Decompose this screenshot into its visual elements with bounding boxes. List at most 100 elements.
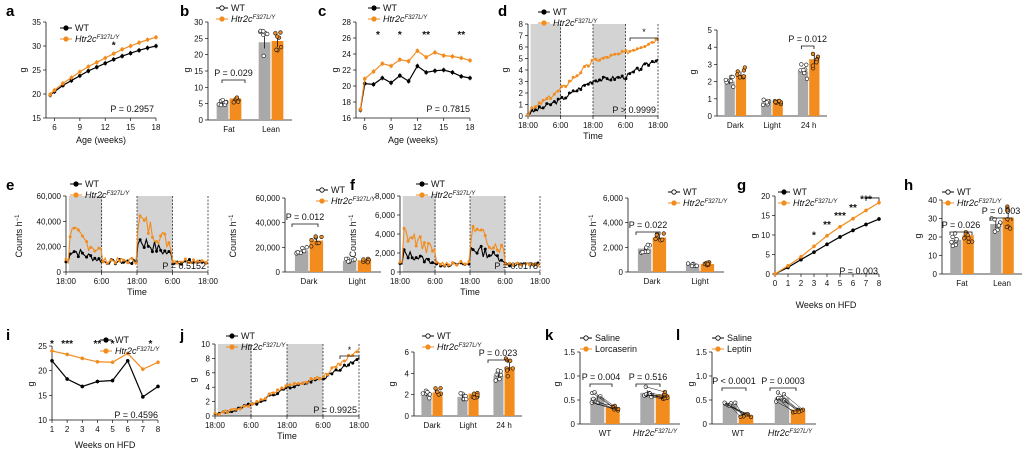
paired-line <box>729 405 741 417</box>
paired-line <box>651 396 664 400</box>
x-category-label: Dark <box>424 421 442 430</box>
data-dot <box>1004 224 1009 230</box>
data-dot <box>435 389 440 394</box>
legend-wt-label: WT <box>437 331 451 341</box>
data-dot <box>279 45 284 50</box>
x-tick-label: 0 <box>773 279 778 288</box>
legend-wt-label: WT <box>683 187 697 197</box>
y-tick-label: 2,000 <box>603 243 624 252</box>
x-tick-label: 6 <box>125 425 130 434</box>
y-tick-label: 35 <box>32 18 41 27</box>
bar-mut <box>468 393 479 416</box>
data-point <box>389 64 393 68</box>
bar-mut <box>962 235 974 274</box>
legend-mut-label-sup: F327L/Y <box>353 197 377 203</box>
data-point <box>94 65 99 69</box>
legend-mut-marker <box>63 36 69 42</box>
data-point <box>141 395 145 399</box>
y-tick-label: 25 <box>32 66 41 75</box>
x-tick-label: 9 <box>389 123 394 132</box>
data-dot <box>950 234 955 240</box>
data-point <box>362 77 367 81</box>
data-dot <box>653 236 658 242</box>
x-tick-label: 5 <box>838 279 843 288</box>
p-value-label: P = 0.012 <box>788 34 827 44</box>
data-point <box>433 50 437 55</box>
dark-phase-shading <box>68 196 103 272</box>
x-tick-label: 7 <box>864 279 869 288</box>
data-dot <box>804 76 810 81</box>
legend-mut-marker <box>715 346 721 352</box>
data-dot <box>723 77 728 83</box>
data-point <box>80 384 85 389</box>
y-axis-label-main: g <box>18 67 28 72</box>
paired-line <box>724 402 747 415</box>
data-dot <box>764 100 769 105</box>
data-dot <box>992 229 997 234</box>
legend-mut-label: Htr2cF327L/Y <box>75 34 120 44</box>
bar-mut <box>652 237 667 272</box>
data-point <box>94 60 99 65</box>
y-tick-label: 15 <box>194 67 203 76</box>
data-point <box>838 235 842 239</box>
legend-wt-label: WT <box>115 335 129 345</box>
x-tick-label: 6 <box>363 123 368 132</box>
x-category-label: Light <box>348 277 366 286</box>
bar-mut <box>357 260 372 272</box>
y-axis-label-main: Counts h <box>228 221 238 257</box>
data-dot <box>962 236 967 241</box>
data-dot <box>275 34 280 39</box>
series-line-mut <box>214 348 360 416</box>
data-dot <box>234 95 240 100</box>
paired-line <box>593 398 615 410</box>
significance-bracket <box>339 355 360 359</box>
legend-mut-label-main: Htr2c <box>231 14 253 24</box>
legend-wt-label: WT <box>75 23 89 33</box>
x-tick-label: 8 <box>156 425 161 434</box>
y-axis-label-main: g <box>688 69 698 74</box>
y-tick-label: 60,000 <box>37 192 62 201</box>
x-axis-label: Time <box>583 131 603 141</box>
y-tick-label: 0 <box>57 268 62 277</box>
panel-letter: g <box>737 177 746 194</box>
legend-mut-label-main: Htr2c <box>331 196 353 206</box>
paired-line <box>783 400 799 413</box>
dark-phase-shading <box>217 344 252 416</box>
data-point <box>103 56 108 60</box>
p-value-label: * <box>348 345 352 355</box>
y-axis-label: g <box>182 67 192 72</box>
data-dot <box>295 250 300 255</box>
legend-wt-label: WT <box>85 179 99 189</box>
legend-mut-label: Htr2cF327L/Y <box>241 342 286 352</box>
panel-letter: l <box>676 327 680 344</box>
x-axis-label: Age (weeks) <box>76 135 126 145</box>
bar-wt <box>493 375 504 416</box>
data-point <box>380 76 385 80</box>
data-point <box>154 44 158 48</box>
y-tick-label: 20 <box>761 192 770 201</box>
data-point <box>825 242 829 247</box>
y-tick-label: 1 <box>519 101 524 110</box>
data-point <box>389 81 393 85</box>
data-dot <box>952 231 958 236</box>
p-value-label: P = 0.003 <box>982 206 1021 216</box>
legend-mut-label-main: Htr2c <box>431 190 453 200</box>
series-line-mut <box>399 224 541 267</box>
significance-bracket <box>221 79 246 83</box>
bar-mut <box>1002 217 1014 274</box>
x-tick-label: 18:00 <box>460 277 481 286</box>
p-value-label: P = 0.9925 <box>313 405 357 415</box>
x-category-label: Light <box>763 121 781 130</box>
significance-bracket <box>769 387 797 391</box>
p-value-label: P = 0.2957 <box>110 104 154 114</box>
x-tick-label: 3 <box>812 279 817 288</box>
legend-mut-label-main: Htr2c <box>85 190 107 200</box>
legend-wt-marker <box>63 25 69 31</box>
legend-mut-marker <box>945 200 951 206</box>
data-point <box>441 53 446 58</box>
bar-mut <box>772 102 783 116</box>
bar-wt <box>216 103 229 120</box>
